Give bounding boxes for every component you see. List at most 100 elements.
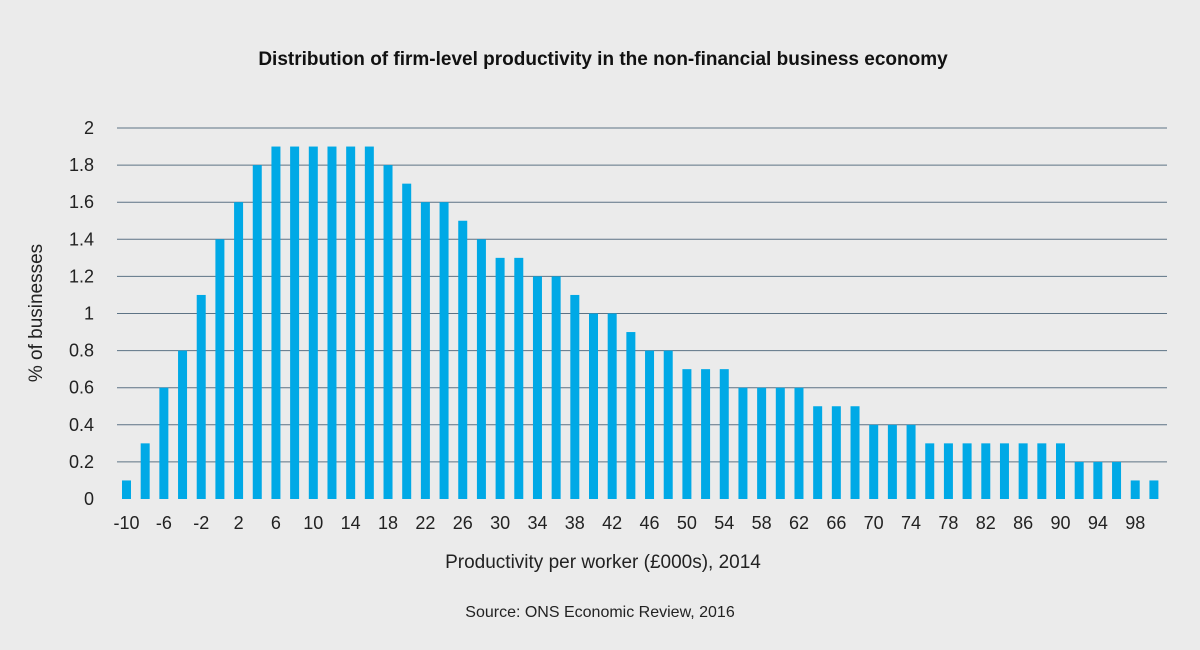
bar [1037, 443, 1047, 499]
bar [420, 202, 430, 499]
x-tick-label: 62 [789, 513, 809, 533]
bar [757, 387, 767, 499]
bar [663, 350, 673, 499]
y-axis-ticks: 0 0.2 0.4 0.6 0.8 1 1.2 1.4 1.6 1.8 2 [69, 118, 94, 509]
bar [234, 202, 244, 499]
bar [327, 146, 337, 500]
bar [383, 165, 393, 499]
y-tick-label: 1 [84, 304, 94, 324]
bar [290, 146, 300, 500]
bar [495, 257, 505, 499]
bar [1093, 461, 1103, 499]
x-tick-label: 2 [234, 513, 244, 533]
bar [626, 332, 636, 499]
x-tick-label: 38 [565, 513, 585, 533]
x-tick-label: 94 [1088, 513, 1108, 533]
bar [346, 146, 356, 500]
x-tick-label: 70 [864, 513, 884, 533]
y-tick-label: 1.2 [69, 266, 94, 286]
bar [551, 276, 561, 499]
x-tick-label: 54 [714, 513, 734, 533]
x-tick-label: 6 [271, 513, 281, 533]
bar [775, 387, 785, 499]
bar [831, 406, 841, 499]
bar [589, 313, 598, 499]
bar [869, 424, 879, 499]
x-tick-label: 86 [1013, 513, 1033, 533]
x-tick-label: 10 [303, 513, 323, 533]
bar [1018, 443, 1028, 499]
x-tick-label: 30 [490, 513, 510, 533]
x-tick-label: 74 [901, 513, 921, 533]
bar [1149, 480, 1159, 499]
bar [925, 443, 935, 499]
x-tick-label: 34 [527, 513, 547, 533]
x-tick-label: -10 [113, 513, 139, 533]
bar [122, 480, 131, 499]
bar [999, 443, 1009, 499]
bar [532, 276, 542, 499]
bar [140, 443, 150, 499]
x-tick-label: 66 [826, 513, 846, 533]
bar [159, 387, 169, 499]
bar [682, 369, 692, 499]
x-tick-label: 18 [378, 513, 398, 533]
y-tick-label: 2 [84, 118, 94, 138]
bar [850, 406, 860, 499]
x-tick-label: 98 [1125, 513, 1145, 533]
bar [1112, 461, 1122, 499]
x-tick-label: 82 [976, 513, 996, 533]
bar [476, 239, 486, 500]
bar [439, 202, 449, 499]
y-tick-label: 0 [84, 489, 94, 509]
y-axis-label: % of businesses [26, 244, 47, 382]
bar [981, 443, 991, 499]
bar [943, 443, 953, 499]
chart-title: Distribution of firm-level productivity … [258, 49, 948, 70]
x-tick-label: 90 [1050, 513, 1070, 533]
bar [364, 146, 374, 500]
bar [719, 369, 729, 499]
bar [252, 165, 262, 499]
x-tick-label: 14 [341, 513, 361, 533]
y-tick-label: 1.4 [69, 229, 94, 249]
bar [1074, 461, 1084, 499]
bar [215, 239, 225, 500]
y-tick-label: 0.6 [69, 378, 94, 398]
x-tick-label: 50 [677, 513, 697, 533]
y-tick-label: 0.8 [69, 341, 94, 361]
bar [178, 350, 188, 499]
bar [794, 387, 804, 499]
bar [813, 406, 823, 499]
bar [196, 294, 206, 499]
bar [962, 443, 972, 499]
y-tick-label: 1.6 [69, 192, 94, 212]
bar [458, 220, 468, 499]
bar [570, 294, 580, 499]
bar [271, 146, 281, 500]
bar [701, 369, 711, 499]
bar [1130, 480, 1140, 499]
x-axis-label: Productivity per worker (£000s), 2014 [445, 552, 761, 573]
y-tick-label: 0.2 [69, 452, 94, 472]
source-note: Source: ONS Economic Review, 2016 [465, 604, 735, 621]
bar [607, 313, 617, 499]
x-tick-label: 26 [453, 513, 473, 533]
x-tick-label: 46 [640, 513, 660, 533]
bar [738, 387, 748, 499]
x-axis-ticks: -10 -6 -2 2 6 10 14 18 22 26 30 34 38 42 46 50 54 58 62 66 7… [113, 513, 1145, 533]
bars [122, 146, 1159, 500]
y-tick-label: 1.8 [69, 155, 94, 175]
x-tick-label: -2 [193, 513, 209, 533]
y-tick-label: 0.4 [69, 415, 94, 435]
bar [308, 146, 318, 500]
bar [402, 183, 412, 499]
bar [645, 350, 655, 499]
bar [1056, 443, 1065, 499]
x-tick-label: -6 [156, 513, 172, 533]
bar [887, 424, 897, 499]
x-tick-label: 58 [752, 513, 772, 533]
bar [514, 257, 524, 499]
x-tick-label: 42 [602, 513, 622, 533]
